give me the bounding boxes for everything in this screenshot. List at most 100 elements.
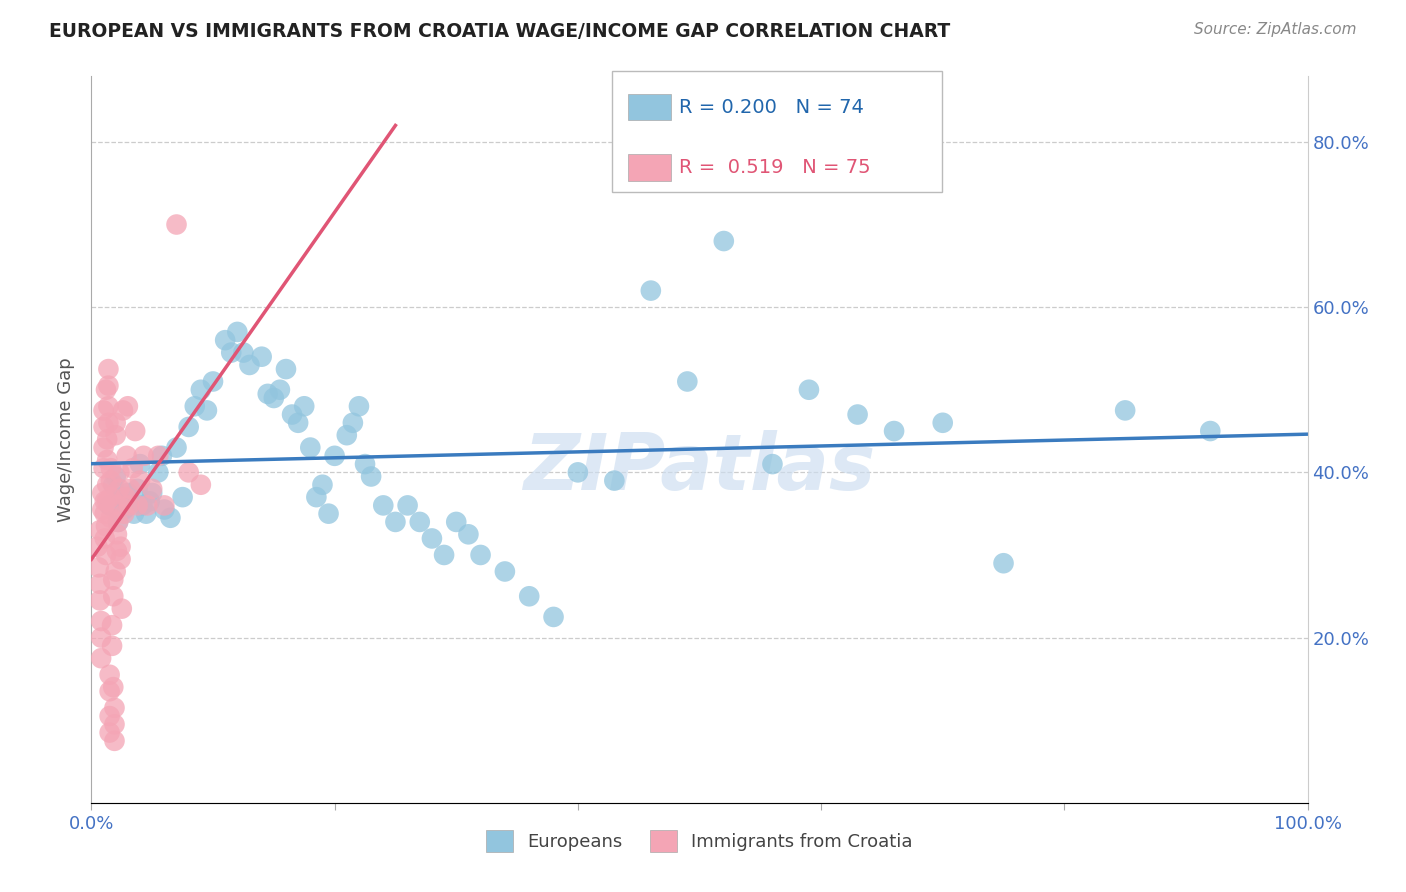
Point (232, 345, 254, 359)
Point (107, 515, 129, 529)
Point (347, 399, 370, 413)
Point (354, 457, 377, 471)
Point (107, 515, 129, 529)
Point (153, 499, 176, 513)
Point (103, 477, 125, 491)
Point (97, 378, 120, 392)
Point (166, 218, 188, 232)
Point (676, 375, 699, 389)
Point (120, 482, 142, 496)
Point (93, 420, 115, 434)
Point (112, 502, 135, 516)
Point (177, 420, 200, 434)
Point (94, 383, 117, 397)
Point (318, 507, 340, 521)
Point (96, 477, 118, 491)
Point (883, 424, 905, 438)
Point (433, 548, 456, 562)
Point (141, 482, 163, 496)
Point (108, 466, 131, 480)
Point (136, 499, 159, 513)
Point (104, 416, 127, 430)
Point (104, 469, 127, 483)
Point (90, 631, 112, 645)
Point (104, 428, 127, 442)
Point (98, 499, 121, 513)
Point (135, 507, 157, 521)
Point (122, 507, 145, 521)
Point (93, 441, 115, 455)
Point (89, 523, 111, 537)
Point (94, 548, 117, 562)
Point (713, 234, 735, 248)
Text: ZIPatlas: ZIPatlas (523, 430, 876, 507)
Point (444, 515, 467, 529)
Point (114, 490, 136, 504)
Point (336, 428, 359, 442)
Point (87, 560, 110, 574)
Point (129, 474, 152, 488)
Point (110, 552, 132, 566)
Point (91, 486, 114, 500)
Point (274, 362, 297, 376)
Point (238, 358, 260, 372)
Point (931, 416, 953, 430)
Point (100, 461, 122, 475)
Text: R =  0.519   N = 75: R = 0.519 N = 75 (679, 158, 870, 178)
Point (117, 399, 139, 413)
Point (202, 375, 225, 389)
Point (159, 510, 181, 524)
Point (107, 499, 129, 513)
Point (269, 383, 291, 397)
Point (139, 494, 162, 508)
Point (120, 494, 142, 508)
Point (797, 383, 820, 397)
Point (219, 345, 242, 359)
Point (141, 486, 163, 500)
Point (226, 325, 249, 339)
Point (118, 499, 141, 513)
Point (94, 519, 117, 533)
Point (384, 515, 406, 529)
Point (342, 416, 364, 430)
Point (98, 684, 121, 698)
Point (256, 387, 278, 401)
Point (131, 499, 153, 513)
Point (101, 618, 124, 632)
Point (494, 565, 516, 579)
Point (517, 589, 540, 603)
Point (640, 284, 662, 298)
Point (93, 403, 115, 417)
Point (603, 474, 626, 488)
Point (101, 639, 124, 653)
Point (100, 474, 122, 488)
Point (148, 449, 170, 463)
Point (420, 532, 443, 546)
Point (470, 548, 492, 562)
Point (177, 466, 200, 480)
Point (98, 667, 121, 681)
Point (1114, 403, 1136, 417)
Point (94, 494, 117, 508)
Point (761, 457, 783, 471)
Point (281, 408, 304, 422)
Point (311, 477, 333, 491)
Point (846, 408, 869, 422)
Point (150, 449, 173, 463)
Point (94, 532, 117, 546)
Point (103, 717, 125, 731)
Point (115, 449, 138, 463)
Text: EUROPEAN VS IMMIGRANTS FROM CROATIA WAGE/INCOME GAP CORRELATION CHART: EUROPEAN VS IMMIGRANTS FROM CROATIA WAGE… (49, 22, 950, 41)
Point (104, 565, 127, 579)
Point (127, 499, 149, 513)
Point (190, 477, 212, 491)
Point (100, 510, 122, 524)
Point (97, 416, 120, 430)
Point (105, 527, 128, 541)
Point (100, 490, 122, 504)
Point (360, 469, 382, 483)
Point (153, 502, 176, 516)
Point (96, 494, 118, 508)
Point (190, 383, 212, 397)
Y-axis label: Wage/Income Gap: Wage/Income Gap (58, 357, 76, 522)
